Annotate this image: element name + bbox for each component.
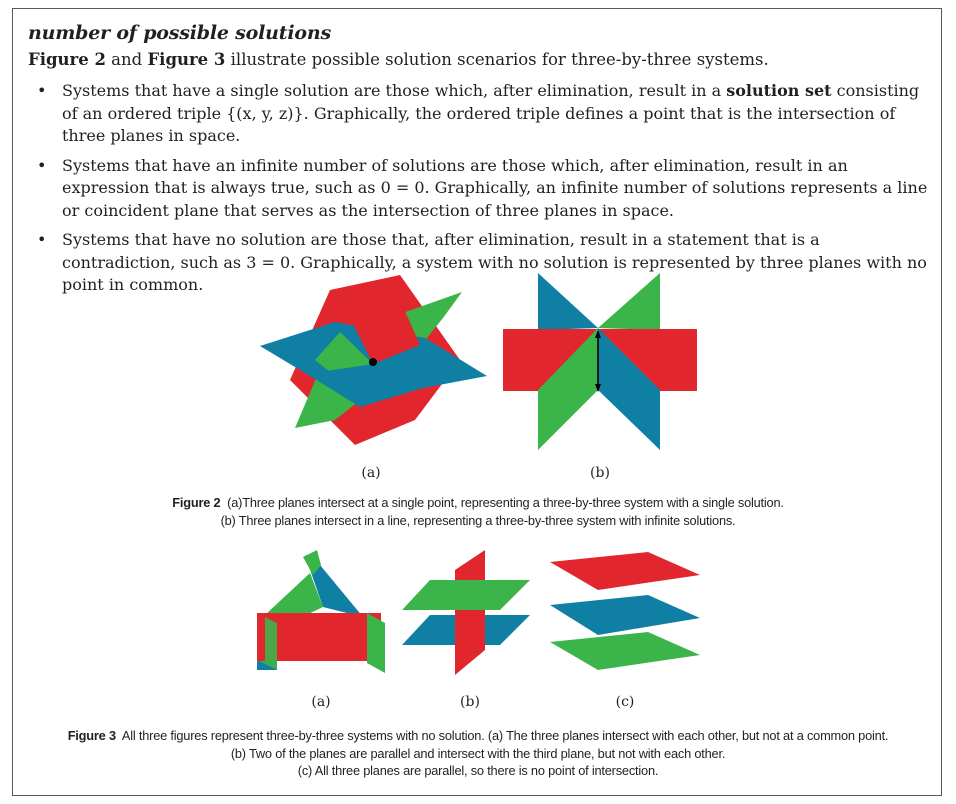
caption-line: Figure 3 All three figures represent thr… [30, 727, 926, 745]
plane-red-left [257, 613, 265, 661]
caption-line: (c) All three planes are parallel, so th… [297, 763, 659, 778]
list-item: • Systems that have an infinite number of… [28, 155, 932, 223]
caption-label: Figure 3 [67, 728, 116, 743]
plane-blue [550, 595, 700, 635]
intro-and: and [105, 50, 148, 69]
content-box [12, 8, 942, 796]
caption-text: All three figures represent three-by-thr… [121, 728, 889, 743]
intersection-point [369, 358, 377, 366]
figure-2b-label: (b) [590, 465, 610, 481]
figure-2-caption: Figure 2 (a)Three planes intersect at a … [120, 494, 836, 529]
figure-3c-label: (c) [615, 694, 635, 710]
bullet-bold-term: solution set [726, 81, 832, 100]
bullet-text-after: consisting of an ordered triple {(x, y, … [62, 81, 920, 145]
solution-scenarios-list: • Systems that have a single solution are… [28, 80, 932, 304]
plane-green-upper [598, 273, 660, 330]
caption-label: Figure 2 [172, 495, 221, 510]
figure-2a-label: (a) [361, 465, 381, 481]
plane-green [550, 632, 700, 670]
list-item: • Systems that have a single solution are… [28, 80, 932, 148]
bullet-text: Systems that have a single solution are … [62, 81, 727, 100]
plane-red-mid [455, 615, 485, 645]
plane-red [550, 552, 700, 590]
figure-3-ref[interactable]: Figure 3 [147, 50, 226, 69]
figure-3-caption: Figure 3 All three figures represent thr… [30, 727, 926, 780]
plane-green-tip [303, 550, 321, 575]
plane-blue-front [320, 364, 413, 400]
plane-blue-upper [538, 273, 598, 330]
bullet-icon: • [37, 81, 47, 100]
bullet-icon: • [37, 155, 47, 175]
list-item: • Systems that have no solution are those… [28, 229, 932, 297]
figure-3b-diagram [402, 550, 530, 675]
arrow-down-icon [595, 384, 601, 392]
plane-blue-lower [598, 328, 660, 450]
arrow-up-icon [595, 330, 601, 338]
caption-line: Figure 2 (a)Three planes intersect at a … [120, 494, 836, 512]
intro-paragraph: Figure 2 and Figure 3 illustrate possibl… [28, 49, 928, 71]
bullet-text: Systems that have an infinite number of … [62, 155, 928, 220]
plane-green-top [315, 332, 373, 372]
bullet-icon: • [37, 230, 47, 249]
figure-3c-diagram [550, 552, 700, 670]
figure-3a-diagram [257, 550, 385, 673]
plane-green-mid [455, 580, 485, 610]
plane-green-right [367, 613, 385, 673]
plane-blue [305, 555, 363, 617]
figure-2b-diagram [503, 273, 697, 450]
caption-text: (a)Three planes intersect at a single po… [227, 495, 784, 510]
plane-green-lower [538, 328, 598, 450]
caption-line: (b) Three planes intersect in a line, re… [220, 512, 736, 528]
plane-red [455, 550, 485, 675]
section-title: number of possible solutions [28, 22, 331, 44]
plane-red [257, 613, 381, 661]
figure-2-ref[interactable]: Figure 2 [28, 50, 106, 69]
figure-3b-label: (b) [460, 694, 480, 710]
plane-red-top [350, 300, 420, 364]
intro-rest: illustrate possible solution scenarios f… [225, 50, 769, 69]
figure-2a-diagram [260, 275, 487, 445]
bullet-text: Systems that have no solution are those … [62, 230, 927, 294]
figure-3a-label: (a) [311, 694, 331, 710]
caption-line: (b) Two of the planes are parallel and i… [230, 745, 726, 761]
